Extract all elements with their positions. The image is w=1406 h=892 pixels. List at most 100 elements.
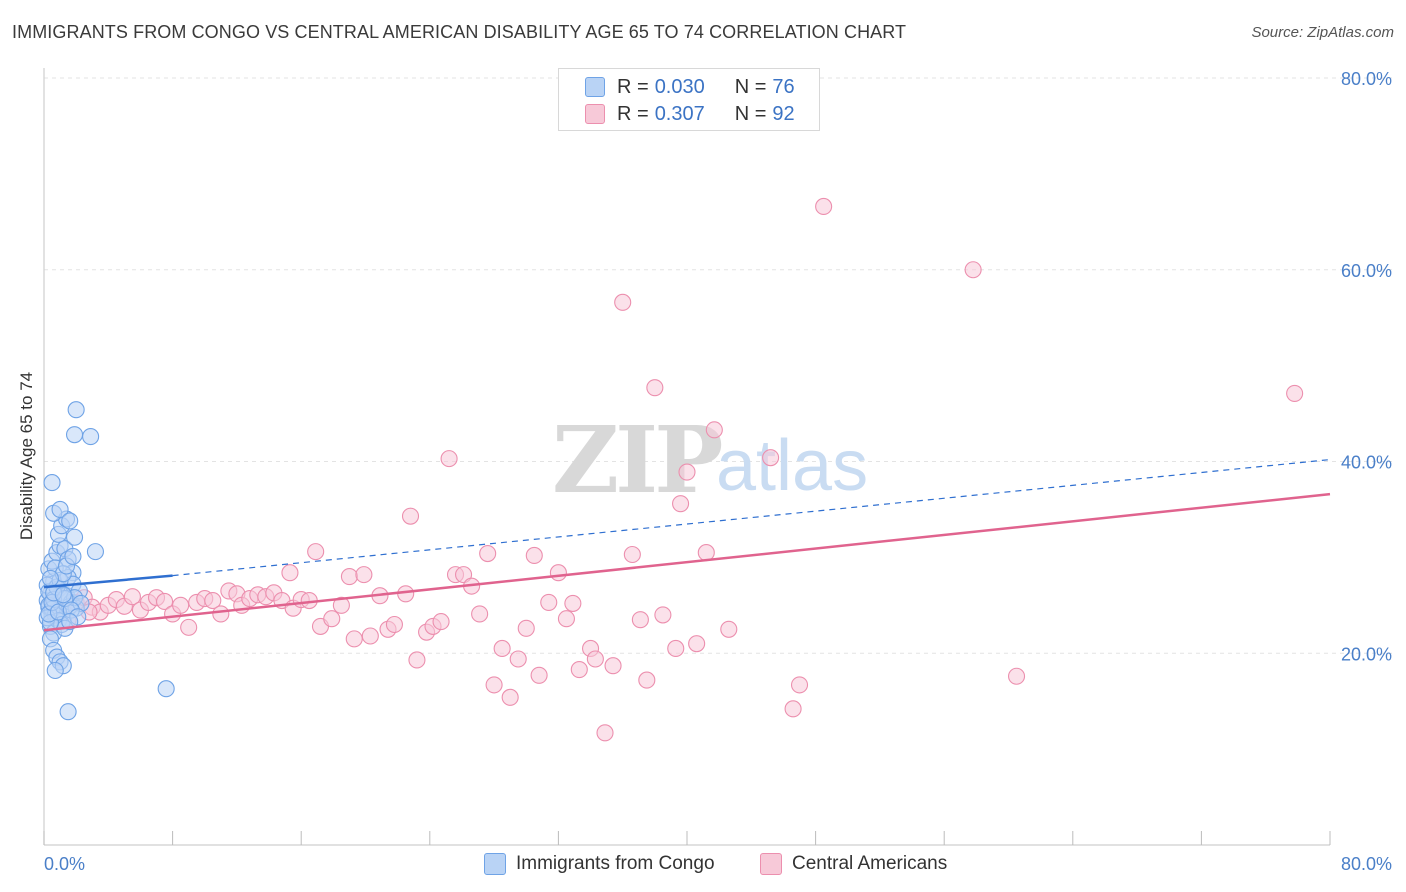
data-point-central-americans [586, 650, 604, 668]
trend-line-central-americans [43, 492, 1331, 632]
legend-n-value: 92 [772, 102, 795, 125]
chart-title: IMMIGRANTS FROM CONGO VS CENTRAL AMERICA… [12, 22, 907, 42]
data-point-central-americans [212, 605, 230, 623]
data-point-central-americans [172, 596, 190, 614]
bottom-legend-central-americans: Central Americans [760, 851, 947, 877]
bottom-legend-label-central-americans: Central Americans [792, 853, 948, 874]
data-point-central-americans [654, 606, 672, 624]
data-point-central-americans [307, 543, 325, 561]
data-point-central-americans [501, 688, 519, 706]
data-point-central-americans [549, 564, 567, 582]
data-point-central-americans [790, 676, 809, 694]
data-point-central-americans [815, 197, 833, 216]
data-point-central-americans [540, 593, 558, 611]
data-point-central-americans [672, 495, 690, 513]
x-tick-label: 80.0% [1341, 854, 1392, 874]
legend-r-label: R = [617, 75, 649, 98]
tick-labels: 20.0% 40.0% 60.0% 80.0% 0.0% 80.0% [44, 69, 1392, 874]
data-point-central-americans [385, 615, 403, 634]
legend-row-congo: R = 0.030 N = 76 [585, 75, 795, 99]
data-point-central-americans [614, 293, 632, 311]
data-point-immigrants-from-congo [86, 543, 104, 561]
legend-row-central-americans: R = 0.307 N = 92 [585, 102, 795, 126]
x-tick-label: 0.0% [44, 854, 85, 874]
data-point-central-americans [440, 450, 458, 468]
series-central-americans [59, 197, 1304, 742]
data-point-central-americans [631, 611, 649, 629]
data-point-central-americans [530, 666, 548, 684]
data-point-immigrants-from-congo [65, 528, 84, 546]
legend-n-label: N = [734, 102, 767, 125]
trend-lines [43, 458, 1331, 632]
data-point-central-americans [705, 421, 723, 439]
data-point-central-americans [345, 630, 363, 648]
y-tick-label: 60.0% [1341, 261, 1392, 281]
watermark-atlas: atlas [716, 426, 868, 506]
data-point-immigrants-from-congo [64, 547, 82, 565]
data-point-central-americans [156, 592, 174, 611]
bottom-legend-swatch-pink [760, 853, 782, 875]
data-point-central-americans [720, 620, 738, 638]
data-point-central-americans [604, 657, 622, 675]
bottom-legend-congo: Immigrants from Congo [484, 851, 715, 877]
data-point-immigrants-from-congo [61, 512, 79, 530]
data-point-central-americans [485, 676, 503, 694]
data-point-central-americans [355, 566, 373, 584]
data-point-central-americans [638, 671, 656, 689]
data-point-central-americans [596, 724, 614, 742]
data-point-immigrants-from-congo [54, 586, 72, 604]
data-point-central-americans [332, 596, 350, 614]
data-point-central-americans [784, 700, 802, 718]
data-point-immigrants-from-congo [51, 500, 69, 518]
trend-line-congo-extended [172, 458, 1331, 577]
data-point-central-americans [517, 619, 535, 637]
data-point-central-americans [408, 651, 426, 669]
data-point-immigrants-from-congo [82, 428, 100, 446]
legend-r-value: 0.307 [654, 102, 705, 125]
data-point-central-americans [564, 594, 582, 612]
y-tick-label: 40.0% [1341, 453, 1392, 473]
data-point-central-americans [432, 613, 450, 631]
axes [43, 68, 1331, 846]
data-point-central-americans [281, 564, 299, 582]
watermark: ZIP atlas [552, 406, 868, 514]
data-point-central-americans [471, 605, 489, 623]
y-axis-label: Disability Age 65 to 74 [17, 372, 36, 540]
data-point-central-americans [697, 544, 715, 562]
data-point-central-americans [1286, 384, 1304, 402]
data-point-immigrants-from-congo [59, 703, 77, 721]
data-point-central-americans [180, 618, 198, 636]
data-point-central-americans [964, 261, 982, 279]
bottom-legend-swatch-blue [484, 853, 506, 875]
data-point-central-americans [667, 639, 685, 658]
data-point-immigrants-from-congo [65, 426, 84, 444]
data-point-central-americans [623, 545, 641, 564]
legend-swatch-pink [585, 104, 605, 124]
trend-line-congo [43, 574, 173, 589]
watermark-zip: ZIP [552, 406, 721, 514]
grid-lines [44, 77, 1392, 654]
data-point-central-americans [204, 591, 222, 610]
data-point-central-americans [397, 585, 415, 603]
legend-swatch-blue [585, 77, 605, 97]
data-point-central-americans [646, 379, 664, 397]
data-point-immigrants-from-congo [46, 661, 64, 680]
source-label: Source: ZipAtlas.com [1251, 24, 1394, 41]
data-point-central-americans [525, 546, 543, 565]
data-point-immigrants-from-congo [61, 613, 79, 631]
data-point-central-americans [688, 635, 706, 653]
data-point-immigrants-from-congo [67, 401, 85, 419]
data-point-central-americans [479, 544, 497, 563]
y-tick-label: 80.0% [1341, 69, 1392, 89]
data-point-central-americans [361, 627, 379, 645]
y-tick-label: 20.0% [1341, 644, 1392, 664]
data-point-central-americans [123, 588, 141, 606]
data-point-central-americans [493, 639, 511, 658]
legend-r-label: R = [617, 102, 649, 125]
legend-n-value: 76 [772, 75, 795, 98]
series-immigrants-from-congo [38, 401, 175, 721]
data-point-central-americans [678, 463, 696, 481]
data-point-immigrants-from-congo [41, 569, 59, 588]
data-point-central-americans [570, 660, 588, 679]
